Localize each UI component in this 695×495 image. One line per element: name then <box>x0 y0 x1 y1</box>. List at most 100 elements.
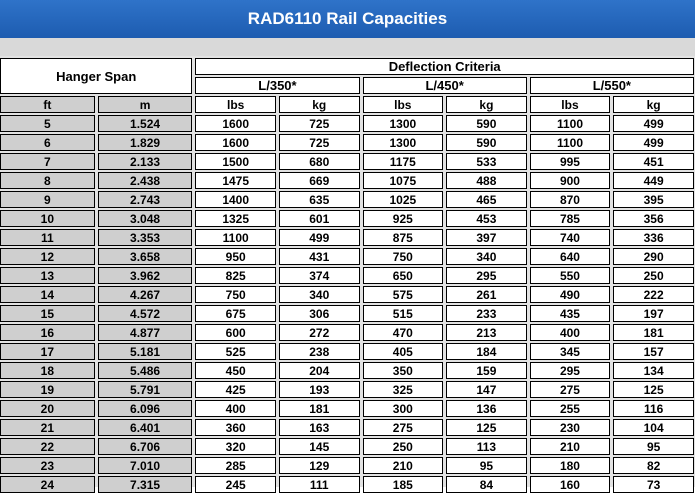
cell-l550-kg: 336 <box>613 229 694 246</box>
cell-l550-lbs: 180 <box>529 457 611 474</box>
table-row: 22 6.706 320 145 250 113 210 95 <box>0 438 694 455</box>
capacity-table-container: Hanger Span Deflection Criteria L/350* L… <box>0 56 695 493</box>
cell-l450-kg: 590 <box>446 115 527 132</box>
header-row-2: L/350* L/450* L/550* <box>0 77 694 94</box>
unit-header-lbs: lbs <box>362 96 444 113</box>
cell-l550-lbs: 275 <box>529 381 611 398</box>
cell-l450-kg: 465 <box>446 191 527 208</box>
cell-l350-lbs: 1600 <box>195 134 276 151</box>
table-row: 17 5.181 525 238 405 184 345 157 <box>0 343 694 360</box>
cell-l450-lbs: 405 <box>362 343 444 360</box>
cell-span-ft: 16 <box>0 324 95 341</box>
table-row: 21 6.401 360 163 275 125 230 104 <box>0 419 694 436</box>
cell-l350-kg: 680 <box>278 153 360 170</box>
cell-l550-lbs: 255 <box>529 400 611 417</box>
cell-l550-lbs: 1100 <box>529 115 611 132</box>
table-row: 12 3.658 950 431 750 340 640 290 <box>0 248 694 265</box>
cell-span-ft: 8 <box>0 172 95 189</box>
cell-span-ft: 6 <box>0 134 95 151</box>
cell-l350-lbs: 750 <box>195 286 276 303</box>
unit-header-ft: ft <box>0 96 95 113</box>
cell-l550-lbs: 900 <box>529 172 611 189</box>
table-row: 18 5.486 450 204 350 159 295 134 <box>0 362 694 379</box>
divider <box>0 38 695 56</box>
deflection-criteria-header: Deflection Criteria <box>195 58 694 75</box>
cell-span-ft: 22 <box>0 438 95 455</box>
cell-l350-lbs: 1100 <box>195 229 276 246</box>
unit-header-lbs: lbs <box>195 96 276 113</box>
cell-l450-lbs: 925 <box>362 210 444 227</box>
cell-l550-kg: 73 <box>613 476 694 493</box>
cell-span-m: 6.096 <box>97 400 193 417</box>
cell-l350-lbs: 1325 <box>195 210 276 227</box>
cell-l350-lbs: 450 <box>195 362 276 379</box>
cell-span-m: 7.315 <box>97 476 193 493</box>
cell-l350-kg: 129 <box>278 457 360 474</box>
cell-l550-kg: 104 <box>613 419 694 436</box>
cell-l450-lbs: 1075 <box>362 172 444 189</box>
cell-span-m: 6.401 <box>97 419 193 436</box>
table-row: 23 7.010 285 129 210 95 180 82 <box>0 457 694 474</box>
cell-l450-kg: 295 <box>446 267 527 284</box>
cell-l350-lbs: 825 <box>195 267 276 284</box>
cell-l450-kg: 533 <box>446 153 527 170</box>
cell-l550-lbs: 995 <box>529 153 611 170</box>
cell-span-ft: 18 <box>0 362 95 379</box>
table-row: 14 4.267 750 340 575 261 490 222 <box>0 286 694 303</box>
cell-l450-kg: 159 <box>446 362 527 379</box>
cell-l350-lbs: 1500 <box>195 153 276 170</box>
cell-l350-kg: 111 <box>278 476 360 493</box>
cell-span-m: 5.791 <box>97 381 193 398</box>
cell-l550-kg: 222 <box>613 286 694 303</box>
cell-l550-kg: 181 <box>613 324 694 341</box>
unit-header-kg: kg <box>613 96 694 113</box>
cell-l550-lbs: 230 <box>529 419 611 436</box>
cell-l550-lbs: 550 <box>529 267 611 284</box>
table-row: 5 1.524 1600 725 1300 590 1100 499 <box>0 115 694 132</box>
cell-span-ft: 23 <box>0 457 95 474</box>
cell-l350-kg: 340 <box>278 286 360 303</box>
cell-span-m: 5.486 <box>97 362 193 379</box>
cell-l450-lbs: 750 <box>362 248 444 265</box>
cell-l350-kg: 601 <box>278 210 360 227</box>
cell-l450-kg: 397 <box>446 229 527 246</box>
cell-l350-kg: 272 <box>278 324 360 341</box>
cell-l450-kg: 136 <box>446 400 527 417</box>
table-row: 16 4.877 600 272 470 213 400 181 <box>0 324 694 341</box>
cell-l450-kg: 233 <box>446 305 527 322</box>
cell-l350-kg: 204 <box>278 362 360 379</box>
cell-l350-lbs: 1475 <box>195 172 276 189</box>
cell-l450-kg: 84 <box>446 476 527 493</box>
cell-span-m: 2.743 <box>97 191 193 208</box>
cell-l550-kg: 451 <box>613 153 694 170</box>
table-row: 19 5.791 425 193 325 147 275 125 <box>0 381 694 398</box>
cell-span-m: 3.962 <box>97 267 193 284</box>
cell-l450-lbs: 210 <box>362 457 444 474</box>
cell-span-ft: 14 <box>0 286 95 303</box>
cell-span-ft: 13 <box>0 267 95 284</box>
cell-l550-kg: 499 <box>613 134 694 151</box>
unit-header-kg: kg <box>278 96 360 113</box>
cell-l450-lbs: 650 <box>362 267 444 284</box>
cell-l550-kg: 250 <box>613 267 694 284</box>
cell-span-m: 3.658 <box>97 248 193 265</box>
cell-l450-lbs: 575 <box>362 286 444 303</box>
cell-l550-lbs: 435 <box>529 305 611 322</box>
cell-l450-lbs: 325 <box>362 381 444 398</box>
cell-l550-kg: 134 <box>613 362 694 379</box>
cell-l350-lbs: 675 <box>195 305 276 322</box>
cell-l450-kg: 95 <box>446 457 527 474</box>
criteria-header-l350: L/350* <box>195 77 360 94</box>
cell-span-ft: 12 <box>0 248 95 265</box>
table-row: 13 3.962 825 374 650 295 550 250 <box>0 267 694 284</box>
cell-l350-lbs: 425 <box>195 381 276 398</box>
cell-l450-kg: 488 <box>446 172 527 189</box>
cell-l550-lbs: 295 <box>529 362 611 379</box>
cell-span-ft: 20 <box>0 400 95 417</box>
cell-span-ft: 15 <box>0 305 95 322</box>
cell-l350-lbs: 400 <box>195 400 276 417</box>
cell-span-m: 5.181 <box>97 343 193 360</box>
cell-span-ft: 17 <box>0 343 95 360</box>
cell-span-ft: 24 <box>0 476 95 493</box>
cell-l450-lbs: 1025 <box>362 191 444 208</box>
